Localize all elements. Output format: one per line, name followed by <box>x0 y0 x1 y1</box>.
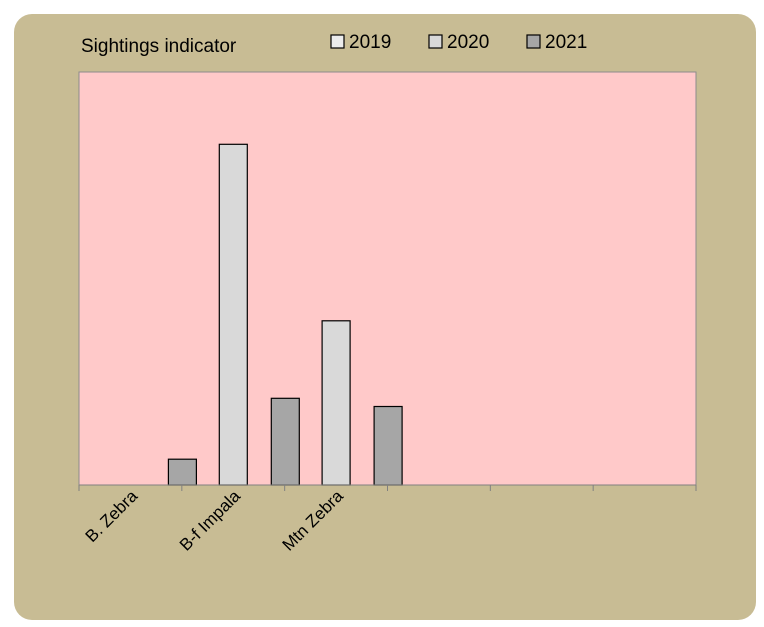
chart-title: Sightings indicator <box>81 36 237 57</box>
bar-2021-b-f-impala <box>271 398 299 485</box>
bar-2020-b-f-impala <box>219 144 247 485</box>
legend-label-2021: 2021 <box>545 32 587 53</box>
legend-swatch-2021 <box>527 35 540 48</box>
legend: 2019 2020 2021 <box>331 32 587 53</box>
legend-label-2019: 2019 <box>349 32 391 53</box>
legend-swatch-2019 <box>331 35 344 48</box>
bar-2021-mtn-zebra <box>374 407 402 486</box>
bar-2021-b-zebra <box>168 459 196 485</box>
bar-2020-mtn-zebra <box>322 321 350 485</box>
legend-swatch-2020 <box>429 35 442 48</box>
legend-label-2020: 2020 <box>447 32 489 53</box>
